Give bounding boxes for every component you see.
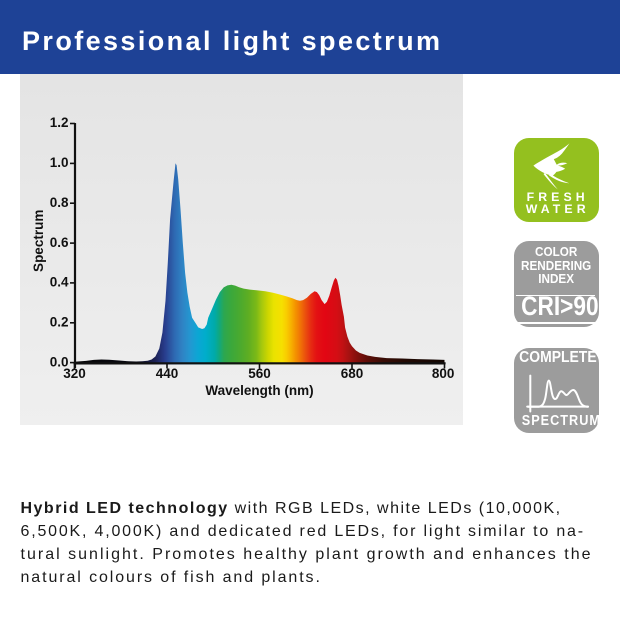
svg-text:0.2: 0.2 xyxy=(50,315,69,330)
svg-text:0.4: 0.4 xyxy=(50,275,69,290)
svg-text:0.0: 0.0 xyxy=(50,354,69,369)
svg-text:1.2: 1.2 xyxy=(50,115,69,130)
svg-text:320: 320 xyxy=(63,366,86,381)
svg-text:Spectrum: Spectrum xyxy=(31,210,46,272)
svg-text:440: 440 xyxy=(156,366,179,381)
svg-text:560: 560 xyxy=(248,366,271,381)
svg-text:Wavelength (nm): Wavelength (nm) xyxy=(205,383,313,398)
svg-text:680: 680 xyxy=(341,366,364,381)
svg-text:0.8: 0.8 xyxy=(50,195,69,210)
svg-text:0.6: 0.6 xyxy=(50,235,69,250)
svg-text:1.0: 1.0 xyxy=(50,155,69,170)
svg-text:800: 800 xyxy=(432,366,455,381)
